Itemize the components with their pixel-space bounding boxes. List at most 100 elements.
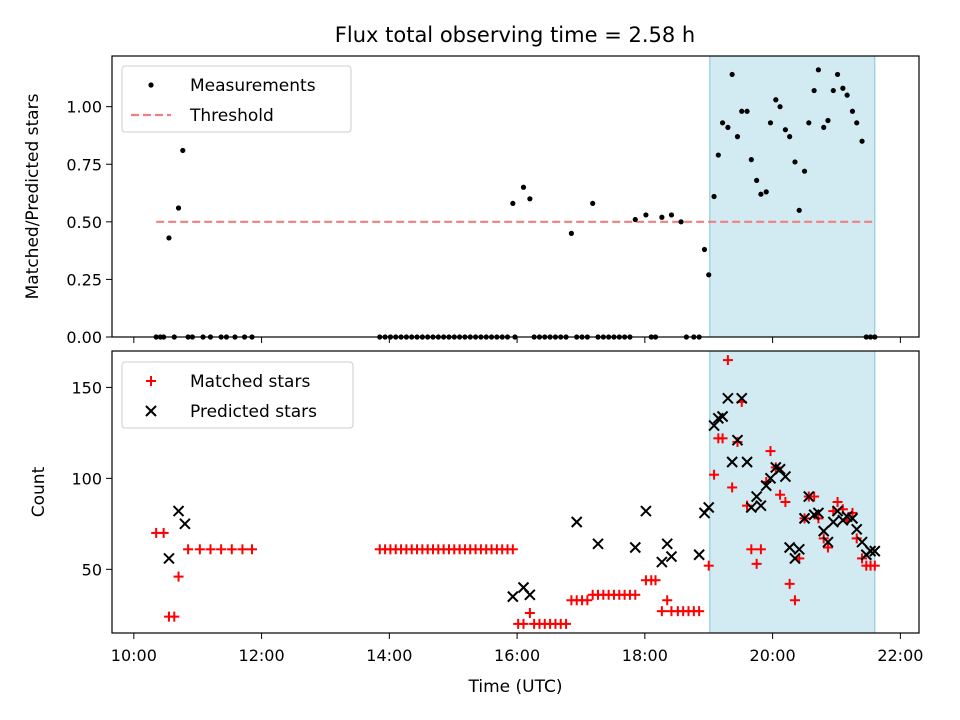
matched-star-marker bbox=[694, 606, 705, 617]
matched-star-marker bbox=[146, 376, 156, 386]
matched-star-marker bbox=[703, 560, 714, 571]
measurement-point bbox=[166, 235, 172, 241]
y-axis: 50 100 150 bbox=[71, 378, 112, 579]
predicted-star-marker bbox=[640, 505, 652, 517]
matched-star-marker bbox=[722, 355, 733, 366]
predicted-star-marker bbox=[818, 525, 830, 537]
measurement-point bbox=[668, 212, 675, 218]
predicted-star-marker bbox=[789, 552, 801, 565]
predicted-star-marker bbox=[812, 507, 825, 519]
measurement-point bbox=[632, 216, 638, 223]
predicted-star-marker bbox=[716, 410, 729, 423]
measurements-series bbox=[153, 67, 878, 340]
y-tick-label: 0.25 bbox=[66, 270, 102, 289]
measurement-point bbox=[715, 152, 721, 158]
x-tick-label: 10:00 bbox=[111, 646, 157, 665]
measurement-point bbox=[830, 87, 836, 94]
matched-star-marker bbox=[656, 606, 667, 617]
predicted-star-marker bbox=[856, 536, 868, 548]
measurement-point bbox=[734, 134, 741, 140]
measurement-point bbox=[180, 147, 186, 154]
y-axis: 0.00 0.25 0.50 0.75 1.00 bbox=[66, 98, 112, 347]
measurement-point bbox=[840, 85, 846, 91]
x-axis bbox=[133, 337, 901, 343]
matched-star-marker bbox=[194, 544, 205, 555]
predicted-star-marker bbox=[708, 419, 720, 432]
predicted-star-marker bbox=[145, 405, 157, 417]
matched-star-marker bbox=[630, 589, 641, 600]
matched-star-marker bbox=[158, 527, 169, 538]
observing-window-band bbox=[709, 55, 876, 338]
predicted-star-marker bbox=[822, 536, 834, 548]
measurement-point bbox=[590, 200, 596, 207]
measurement-point bbox=[777, 104, 783, 110]
predicted-star-marker bbox=[750, 490, 763, 503]
predicted-star-marker bbox=[827, 516, 840, 528]
predicted-star-marker bbox=[798, 512, 811, 525]
predicted-star-marker bbox=[851, 523, 863, 536]
predicted-star-marker bbox=[736, 392, 748, 405]
matched-star-marker bbox=[847, 507, 858, 518]
y-axis-label: Count bbox=[29, 466, 49, 517]
matched-star-marker bbox=[169, 611, 180, 622]
plot-frame bbox=[111, 55, 920, 338]
measurement-point bbox=[701, 246, 708, 253]
measurement-point bbox=[678, 219, 684, 225]
x-tick-label: 20:00 bbox=[750, 646, 796, 665]
predicted-star-marker bbox=[869, 545, 881, 557]
predicted-star-marker bbox=[764, 472, 777, 485]
y-tick-label: 100 bbox=[71, 469, 102, 488]
predicted-star-marker bbox=[731, 434, 744, 446]
matched-star-marker bbox=[869, 560, 880, 571]
matched-star-marker bbox=[226, 544, 237, 555]
predicted-star-marker bbox=[665, 550, 678, 563]
measurement-point bbox=[748, 157, 754, 163]
measurement-point bbox=[787, 134, 793, 140]
matched-star-marker bbox=[775, 489, 786, 500]
measurement-point bbox=[719, 120, 726, 126]
y-tick-label: 150 bbox=[71, 378, 102, 397]
measurement-point bbox=[739, 108, 745, 114]
matched-star-marker bbox=[709, 469, 720, 480]
matched-star-marker bbox=[205, 544, 216, 555]
legend-marker bbox=[148, 82, 154, 88]
chart-title: Flux total observing time = 2.58 h bbox=[335, 23, 695, 47]
predicted-star-marker bbox=[629, 541, 641, 554]
measurement-point bbox=[792, 159, 798, 165]
x-tick-label: 12:00 bbox=[239, 646, 285, 665]
predicted-stars-series bbox=[163, 392, 881, 603]
matched-star-marker bbox=[561, 618, 572, 629]
predicted-star-marker bbox=[179, 518, 191, 530]
predicted-star-marker bbox=[831, 505, 844, 517]
measurement-point bbox=[175, 205, 182, 211]
matched-star-marker bbox=[247, 544, 258, 555]
predicted-star-marker bbox=[803, 490, 815, 503]
measurement-point bbox=[854, 120, 860, 126]
predicted-star-marker bbox=[172, 505, 185, 517]
predicted-star-marker bbox=[571, 516, 583, 528]
predicted-star-marker bbox=[774, 463, 786, 475]
predicted-star-marker bbox=[846, 512, 859, 525]
legend: Measurements Threshold bbox=[121, 65, 352, 133]
measurement-point bbox=[659, 214, 665, 220]
matched-star-marker bbox=[780, 497, 791, 508]
measurement-point bbox=[568, 230, 574, 236]
matched-star-marker bbox=[751, 558, 762, 569]
predicted-star-marker bbox=[864, 545, 877, 557]
measurement-point bbox=[782, 127, 788, 133]
measurement-point bbox=[767, 120, 774, 126]
matched-star-marker bbox=[216, 544, 227, 555]
measurement-point bbox=[811, 87, 817, 94]
predicted-star-marker bbox=[524, 589, 536, 601]
predicted-star-marker bbox=[760, 479, 772, 492]
y-tick-label: 0.00 bbox=[66, 328, 102, 347]
matched-star-marker bbox=[732, 436, 743, 447]
predicted-star-marker bbox=[783, 541, 796, 554]
x-tick-label: 22:00 bbox=[877, 646, 923, 665]
y-tick-label: 1.00 bbox=[66, 98, 102, 117]
matched-star-marker bbox=[524, 607, 535, 618]
matched-star-marker bbox=[765, 446, 776, 457]
matched-star-marker bbox=[784, 578, 795, 589]
measurement-point bbox=[744, 108, 750, 114]
